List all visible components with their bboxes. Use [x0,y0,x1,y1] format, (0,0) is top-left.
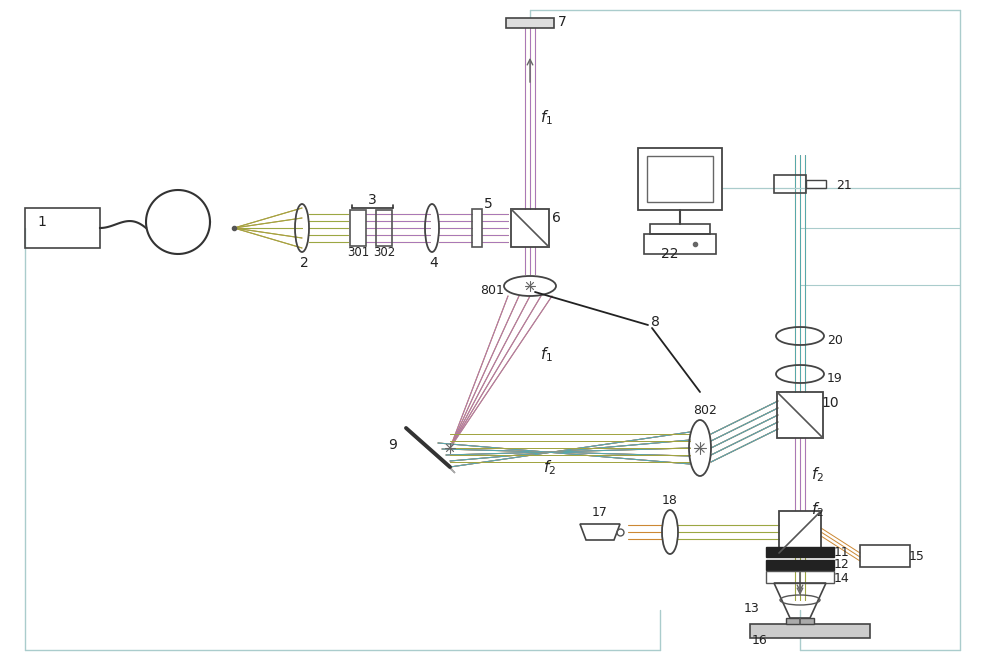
Text: 7: 7 [558,15,566,29]
Text: 3: 3 [368,193,376,207]
Text: 301: 301 [347,246,369,258]
Text: 4: 4 [430,256,438,270]
Bar [25,208,100,248]
Text: 11: 11 [834,545,850,559]
Text: $f_1$: $f_1$ [540,108,554,127]
Text: 8: 8 [651,315,659,329]
Bar [766,560,834,570]
Text: 22: 22 [661,247,679,261]
Text: 16: 16 [752,634,768,646]
Text: $f_1$: $f_1$ [540,346,554,365]
Text: 2: 2 [300,256,308,270]
Text: 5: 5 [484,197,492,211]
Text: $f_2$: $f_2$ [811,500,825,519]
Text: 9: 9 [389,438,397,452]
Text: 801: 801 [480,284,504,296]
Text: 802: 802 [693,403,717,417]
Bar [750,624,870,638]
Text: 19: 19 [827,371,843,385]
Text: 6: 6 [552,211,560,225]
Bar [774,175,806,193]
Bar [647,156,713,202]
Bar [786,618,814,624]
Bar [376,210,392,246]
Bar [511,209,549,247]
Bar [766,571,834,583]
Text: $f_2$: $f_2$ [543,459,557,478]
Text: 17: 17 [592,506,608,518]
Text: 21: 21 [836,179,852,191]
Bar [506,18,554,28]
Polygon shape [406,428,455,473]
Text: 12: 12 [834,559,850,571]
Bar [350,210,366,246]
Bar [472,209,482,247]
Text: $f_2$: $f_2$ [811,466,825,484]
Text: 15: 15 [909,551,925,563]
Bar [638,148,722,210]
Text: 13: 13 [744,601,760,615]
Bar [806,180,826,188]
Bar [779,511,821,553]
Text: 10: 10 [821,396,839,410]
Bar [777,392,823,438]
Text: 14: 14 [834,571,850,585]
Bar [650,224,710,234]
Bar [766,547,834,557]
Text: 20: 20 [827,334,843,347]
Text: 302: 302 [373,246,395,258]
Text: 1: 1 [38,215,46,229]
Bar [860,545,910,567]
Text: 18: 18 [662,494,678,506]
Bar [644,234,716,254]
